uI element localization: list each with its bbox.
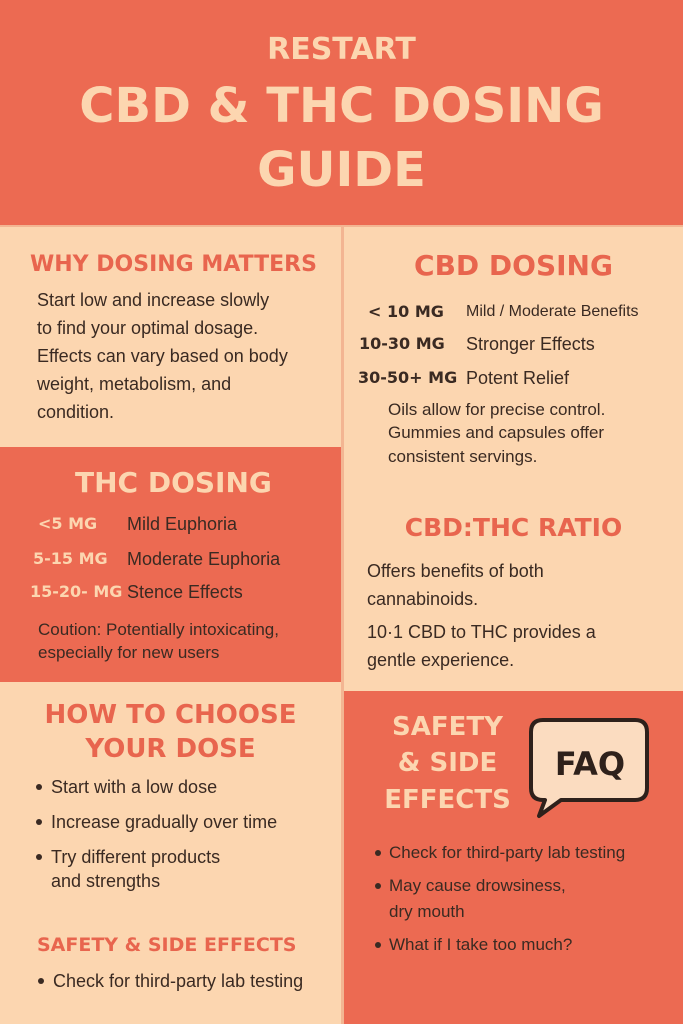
- heading: THC DOSING: [75, 466, 272, 499]
- heading: WHY DOSING MATTERS: [30, 252, 317, 277]
- text: condition.: [37, 402, 115, 422]
- text: May cause drowsiness,: [389, 876, 566, 895]
- text: dry mouth: [389, 902, 465, 921]
- dose: <5 MG: [38, 514, 98, 533]
- panel-bg: [344, 489, 683, 689]
- bullet: [375, 850, 381, 856]
- effect: Mild Euphoria: [127, 514, 238, 534]
- text: Gummies and capsules offer: [388, 423, 605, 442]
- text: Effects can vary based on body: [37, 346, 288, 366]
- heading: & SIDE: [397, 748, 498, 778]
- text: weight, metabolism, and: [37, 374, 232, 394]
- heading: YOUR DOSE: [85, 734, 256, 764]
- text: Coution: Potentially intoxicating,: [38, 620, 279, 639]
- text: especially for new users: [38, 643, 220, 662]
- text: Offers benefits of both: [367, 561, 544, 581]
- text: consistent servings.: [388, 447, 538, 466]
- text: and strengths: [51, 871, 161, 891]
- text: to find your optimal dosage.: [37, 318, 259, 338]
- brand: RESTART: [267, 32, 416, 67]
- text: Oils allow for precise control.: [388, 400, 606, 419]
- divider: [341, 225, 344, 1024]
- heading: CBD:THC RATIO: [404, 513, 623, 542]
- bullet: [36, 784, 42, 790]
- bullet: [38, 978, 44, 984]
- heading: EFFECTS: [384, 785, 511, 815]
- header-bg: [0, 0, 683, 225]
- effect: Moderate Euphoria: [127, 549, 281, 569]
- faq-bubble: [529, 718, 649, 818]
- effect: Mild / Moderate Benefits: [466, 303, 639, 320]
- panel-bg: [0, 910, 341, 1024]
- badge: FAQ: [554, 745, 626, 783]
- text: Check for third-party lab testing: [53, 971, 304, 991]
- effect: Stence Effects: [127, 582, 243, 602]
- heading: SAFETY & SIDE EFFECTS: [37, 934, 297, 956]
- dose: 30-50+ MG: [358, 368, 458, 387]
- bubble-shape: [529, 718, 649, 818]
- heading: CBD DOSING: [414, 249, 613, 282]
- dose: 5-15 MG: [33, 549, 108, 568]
- heading: HOW TO CHOOSE: [44, 700, 297, 730]
- text: 10·1 CBD to THC provides a: [367, 622, 596, 642]
- title: GUIDE: [257, 142, 426, 198]
- panel-bg: [0, 447, 341, 682]
- text: Check for third-party lab testing: [389, 843, 626, 862]
- dose: < 10 MG: [368, 302, 444, 321]
- dose: 15-20- MG: [30, 582, 123, 601]
- dose: 10-30 MG: [359, 334, 445, 353]
- effect: Stronger Effects: [466, 334, 595, 354]
- title: CBD & THC DOSING: [79, 78, 604, 134]
- effect: Potent Relief: [466, 368, 570, 388]
- bullet: [36, 854, 42, 860]
- bullet: [36, 819, 42, 825]
- panel-bg: [344, 227, 683, 487]
- bullet: [375, 883, 381, 889]
- panel-bg: [0, 227, 341, 445]
- text: Start with a low dose: [51, 777, 218, 797]
- text: Try different products: [51, 847, 221, 867]
- text: Start low and increase slowly: [37, 290, 270, 310]
- panel-bg: [0, 684, 341, 908]
- text: cannabinoids.: [367, 589, 479, 609]
- text: gentle experience.: [367, 650, 515, 670]
- heading: SAFETY: [392, 712, 503, 742]
- bullet: [375, 942, 381, 948]
- text: What if I take too much?: [389, 935, 573, 954]
- text: Increase gradually over time: [51, 812, 278, 832]
